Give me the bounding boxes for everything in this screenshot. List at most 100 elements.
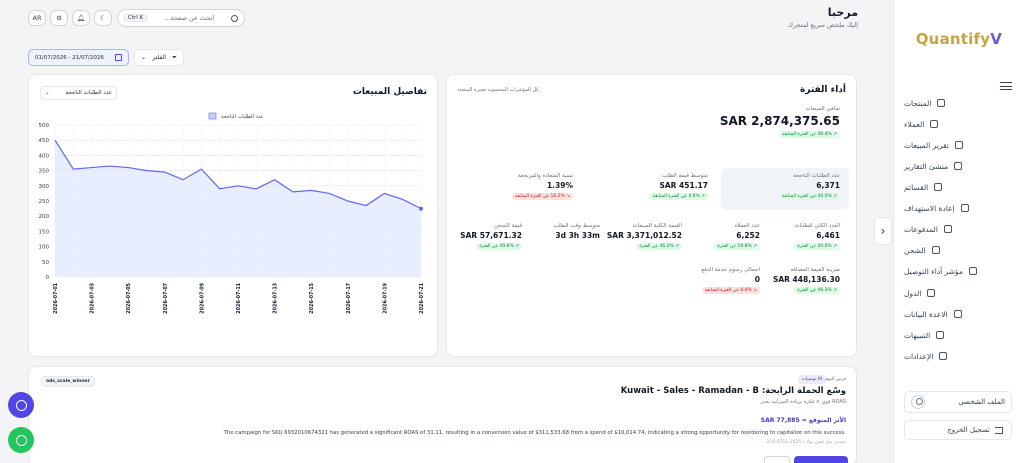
metric-label: متوسط قيمة الطلب <box>661 173 708 179</box>
sidebar-item-5[interactable]: إعادة الاستهداف <box>904 201 1012 215</box>
series-area <box>55 140 421 277</box>
sidebar-item-9[interactable]: الدول <box>904 286 1012 300</box>
gear-icon: ⚙ <box>56 14 62 22</box>
metric-item: العدد الكلي للطلبات 6,461 ↗ 40.0% عن الفتر… <box>794 223 840 250</box>
metric-value: 6,252 <box>736 231 760 240</box>
search-input[interactable]: ابحث عن صفحة... <box>164 14 214 22</box>
sidebar-item-1[interactable]: العملاء <box>904 117 1012 131</box>
avatar-icon <box>911 395 925 409</box>
metric-value: 6,461 <box>816 231 840 240</box>
sidebar-item-0[interactable]: المنتجات <box>904 96 1012 110</box>
sidebar-item-12[interactable]: الإعدادات <box>904 349 1012 363</box>
sidebar-item-label: مؤشر أداء التوصيل <box>904 266 963 276</box>
series-line <box>54 139 422 210</box>
dismiss-button[interactable] <box>764 456 790 463</box>
sidebar-item-7[interactable]: الشحن <box>904 243 1012 257</box>
apply-button[interactable] <box>794 456 848 463</box>
gauge-icon <box>968 267 977 275</box>
notifications-button[interactable]: 🔔︎ <box>72 10 90 26</box>
truck-icon <box>931 246 940 254</box>
language-button[interactable]: AR <box>28 10 46 26</box>
metric-dropdown-label: عدد الطلبات الناجحة <box>65 90 112 96</box>
settings-button[interactable]: ⚙ <box>50 10 68 26</box>
x-tick-label: 2026-07-11 <box>236 283 242 314</box>
sidebar-item-label: الدول <box>904 288 922 298</box>
metric-value: SAR 448,136.30 <box>772 275 840 284</box>
date-range-value: 01/07/2026 - 21/07/2026 <box>35 54 104 61</box>
x-tick-label: 2026-07-09 <box>199 282 205 313</box>
x-tick-label: 2026-07-21 <box>419 283 425 314</box>
metric-value: 0 <box>754 275 760 284</box>
sidebar-item-3[interactable]: منشئ التقارير <box>904 159 1012 173</box>
net-sales-label: صافي المبيعات <box>805 106 840 112</box>
period-performance-card: أداء الفترة كل المؤشرات المحسوبة تعتبره … <box>446 74 857 357</box>
sidebar-item-2[interactable]: تقرير المبيعات <box>904 138 1012 152</box>
opportunity-label: فرص اليوم <box>825 377 846 382</box>
filter-button[interactable]: ⌄ الفلتر ⏷ <box>134 49 184 66</box>
collapse-sidebar-button[interactable]: › <box>874 217 892 245</box>
x-tick-label: 2026-07-07 <box>163 283 169 314</box>
chart-icon <box>954 162 963 170</box>
sidebar-item-label: الإعدادات <box>904 351 934 361</box>
chat-button[interactable] <box>8 392 34 418</box>
metric-value: SAR 3,371,012.52 <box>606 231 682 240</box>
logout-button[interactable]: تسجيل الخروج <box>904 420 1012 440</box>
metric-label: اجمالي رسوم خدمة الدفع <box>701 267 760 273</box>
search-icon <box>231 14 238 22</box>
gear-icon <box>939 352 948 360</box>
coupon-icon <box>934 183 943 191</box>
users-icon <box>930 120 939 128</box>
metric-badge: ↗ 46.2% عن الفترة <box>636 243 682 250</box>
sidebar-item-label: منشئ التقارير <box>904 161 949 171</box>
target-icon <box>960 204 969 212</box>
legend-swatch <box>208 112 217 120</box>
sidebar-item-label: العملاء <box>904 119 925 129</box>
x-tick-label: 2026-07-05 <box>126 283 132 314</box>
theme-toggle[interactable]: ☾ <box>94 10 112 26</box>
metric-item: عدد العملاء 6,252 ↗ 19.8% عن الفترة <box>714 223 760 250</box>
sidebar-item-10[interactable]: الاعدة البيانات <box>904 307 1012 321</box>
sales-details-card: تفاصيل المبيعات عدد الطلبات الناجحة ⌄ 0 5… <box>28 74 438 357</box>
sidebar-item-label: المنتجات <box>904 98 932 108</box>
y-tick-label: 200 <box>39 214 50 220</box>
metric-label: قيمة الشحن <box>493 223 522 229</box>
metric-value: SAR 57,671.32 <box>460 231 522 240</box>
menu-icon[interactable] <box>1000 82 1012 90</box>
y-tick-label: 300 <box>39 184 50 190</box>
metric-item: قيمة الشحن SAR 57,671.32 ↗ 49.6% عن الفترة <box>460 223 522 250</box>
metric-badge: ↘ 16.2% عن الفترة السابقة <box>512 193 573 200</box>
metric-badge: ↗ 40.0% عن الفترة <box>794 243 840 250</box>
metric-badge: ↗ 19.8% عن الفترة <box>714 243 760 250</box>
profile-button[interactable]: الملف الشخصي <box>904 391 1012 413</box>
whatsapp-button[interactable] <box>8 427 34 453</box>
metric-label: عدد العملاء <box>734 223 760 229</box>
sidebar-item-4[interactable]: القسائم <box>904 180 1012 194</box>
x-tick-label: 2026-07-01 <box>53 283 59 314</box>
bell-icon: 🔔︎ <box>76 14 86 22</box>
chevron-down-icon: ⌄ <box>141 54 147 61</box>
moon-icon: ☾ <box>100 14 106 22</box>
metric-label: ضريبة القيمة المضافة <box>790 267 840 273</box>
sidebar-item-11[interactable]: التنبيهات <box>904 328 1012 342</box>
sidebar-item-label: تقرير المبيعات <box>904 140 949 150</box>
metric-dropdown[interactable]: عدد الطلبات الناجحة ⌄ <box>40 86 117 100</box>
net-sales-metric: صافي المبيعات SAR 2,874,375.65 ↗ 46.4% ع… <box>720 106 840 138</box>
x-tick-label: 2026-07-03 <box>90 283 96 314</box>
bell-icon <box>936 331 945 339</box>
sales-card-title: تفاصيل المبيعات <box>352 87 427 97</box>
logout-label: تسجيل الخروج <box>947 426 990 434</box>
net-sales-badge: ↗ 46.4% عن الفترة السابقة <box>779 131 840 138</box>
brand-name: Quantify <box>915 30 991 48</box>
date-range-picker[interactable]: 01/07/2026 - 21/07/2026 <box>28 49 129 66</box>
wallet-icon <box>943 225 952 233</box>
search-bar[interactable]: Ctrl K ابحث عن صفحة... <box>117 9 245 27</box>
metric-label: عدد الطلبات الناجحة <box>793 173 840 179</box>
sidebar-item-6[interactable]: المدفوعات <box>904 222 1012 236</box>
sidebar-item-8[interactable]: مؤشر أداء التوصيل <box>904 264 1012 278</box>
metric-badge: ↘ 0.0% عن الفترة السابقة <box>701 287 760 294</box>
period-card-title: أداء الفترة <box>799 85 846 95</box>
legend-label: عدد الطلبات الناجحة <box>221 114 263 120</box>
x-tick-label: 2026-07-13 <box>273 283 279 314</box>
brand-logo[interactable]: QuantifyV <box>916 30 1002 48</box>
sales-chart: 0 50 100 150 200 250 300 350 400 450 500 2026-07-01… <box>39 112 425 314</box>
